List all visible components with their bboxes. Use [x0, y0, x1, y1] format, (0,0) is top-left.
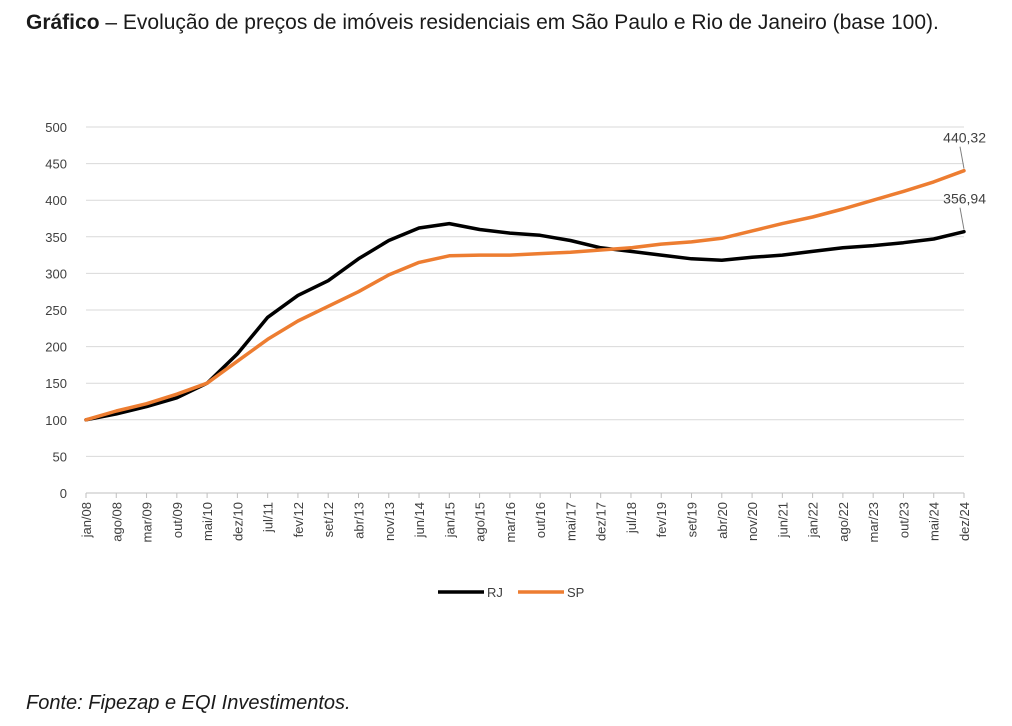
y-tick-label: 50	[53, 449, 67, 464]
legend: RJ SP	[438, 585, 584, 600]
annotation-sp: 440,32	[943, 130, 986, 146]
annotations: 440,32 356,94	[943, 130, 986, 230]
x-tick-label: jan/15	[442, 502, 457, 538]
x-tick-label: jul/18	[624, 502, 639, 534]
x-tick-label: dez/24	[957, 502, 972, 541]
x-axis: jan/08 ago/08 mar/09 out/09 mai/10 dez/10 jul/…	[79, 493, 972, 542]
x-tick-label: jan/08	[79, 502, 94, 538]
source-note: Fonte: Fipezap e EQI Investimentos.	[26, 692, 351, 714]
y-tick-label: 250	[45, 303, 67, 318]
leader-line	[959, 146, 965, 169]
annotation-rj: 356,94	[943, 191, 986, 207]
line-chart: 0 50 100 150 200 250 300 350 400 450 500 jan/08 ago…	[45, 120, 986, 600]
chart-caption: Gráfico – Evolução de preços de imóveis …	[26, 6, 986, 40]
legend-label-rj: RJ	[487, 585, 503, 600]
x-tick-label: jul/11	[261, 502, 276, 533]
x-tick-label: dez/17	[594, 502, 609, 541]
x-tick-label: nov/13	[382, 502, 397, 541]
x-tick-label: set/19	[685, 502, 700, 537]
y-axis-ticks: 0 50 100 150 200 250 300 350 400 450 500	[45, 120, 67, 501]
y-tick-label: 300	[45, 266, 67, 281]
x-tick-label: fev/19	[654, 502, 669, 537]
x-tick-label: out/23	[896, 502, 911, 538]
series-line-sp	[84, 168, 966, 422]
caption-label: Gráfico	[26, 11, 100, 34]
x-tick-label: mar/16	[503, 502, 518, 542]
y-tick-label: 150	[45, 376, 67, 391]
x-tick-label: ago/22	[836, 502, 851, 542]
y-tick-label: 100	[45, 413, 67, 428]
x-tick-label: out/16	[533, 502, 548, 538]
x-tick-label: dez/10	[230, 502, 245, 541]
y-tick-label: 450	[45, 157, 67, 172]
x-tick-label: jan/22	[806, 502, 821, 538]
series-lines	[84, 168, 966, 422]
x-tick-label: abr/20	[715, 502, 730, 539]
y-tick-label: 350	[45, 230, 67, 245]
caption-separator: –	[99, 11, 123, 34]
x-tick-label: nov/20	[745, 502, 760, 541]
x-tick-label: ago/08	[109, 502, 124, 542]
x-tick-label: mar/09	[140, 502, 155, 542]
x-tick-label: mai/10	[200, 502, 215, 541]
x-tick-label: jun/21	[775, 502, 790, 538]
x-tick-label: set/12	[321, 502, 336, 537]
caption-text: Evolução de preços de imóveis residencia…	[122, 11, 939, 34]
x-tick-label: jun/14	[412, 502, 427, 538]
grid-lines	[86, 126, 964, 494]
series-line-rj	[84, 221, 966, 422]
y-tick-label: 0	[60, 486, 67, 501]
y-tick-label: 400	[45, 193, 67, 208]
legend-label-sp: SP	[567, 585, 584, 600]
x-tick-label: mai/17	[563, 502, 578, 541]
x-tick-label: out/09	[170, 502, 185, 538]
y-tick-label: 500	[45, 120, 67, 135]
x-tick-label: fev/12	[291, 502, 306, 537]
y-tick-label: 200	[45, 340, 67, 355]
x-tick-label: abr/13	[351, 502, 366, 539]
x-tick-label: ago/15	[473, 502, 488, 542]
x-tick-label: mar/23	[866, 502, 881, 542]
leader-line	[959, 207, 965, 230]
x-tick-label: mai/24	[927, 502, 942, 541]
